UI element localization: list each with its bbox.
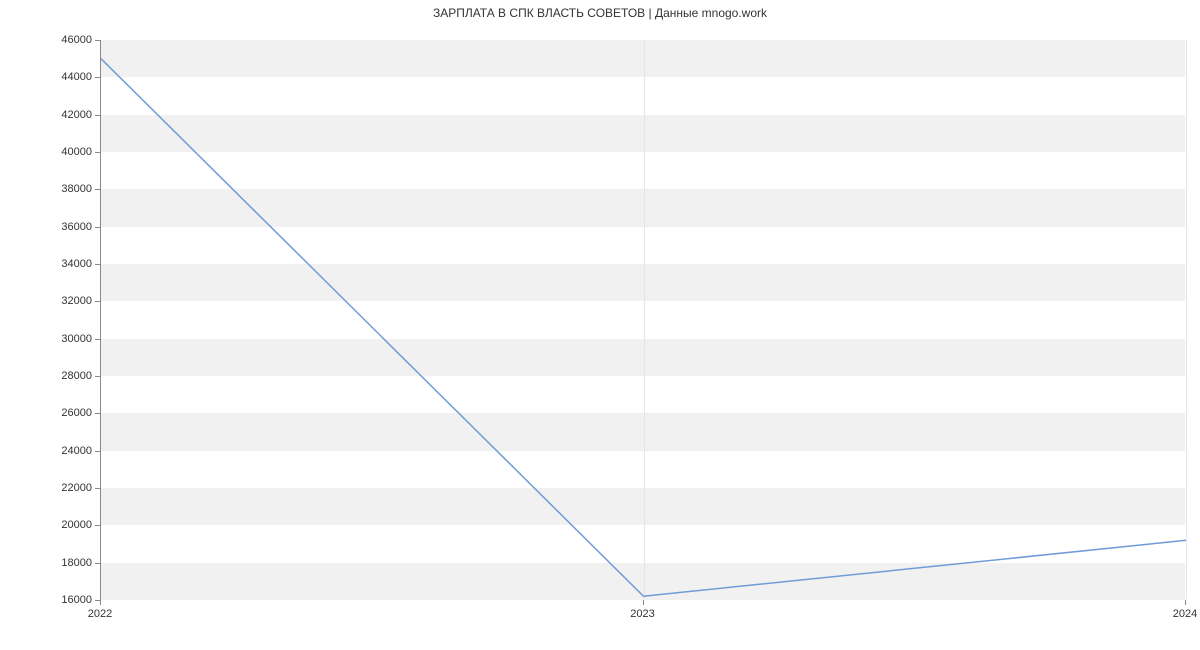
y-tick-label: 34000 bbox=[52, 258, 92, 270]
y-tick-label: 38000 bbox=[52, 183, 92, 195]
y-tick-mark bbox=[95, 152, 100, 153]
y-tick-mark bbox=[95, 525, 100, 526]
y-tick-label: 24000 bbox=[52, 445, 92, 457]
y-tick-mark bbox=[95, 189, 100, 190]
y-tick-mark bbox=[95, 413, 100, 414]
y-tick-mark bbox=[95, 77, 100, 78]
plot-area bbox=[100, 40, 1185, 600]
y-tick-label: 36000 bbox=[52, 221, 92, 233]
y-tick-mark bbox=[95, 563, 100, 564]
y-tick-label: 20000 bbox=[52, 519, 92, 531]
y-tick-label: 28000 bbox=[52, 370, 92, 382]
y-tick-label: 46000 bbox=[52, 34, 92, 46]
y-tick-mark bbox=[95, 376, 100, 377]
y-tick-mark bbox=[95, 488, 100, 489]
chart-container: ЗАРПЛАТА В СПК ВЛАСТЬ СОВЕТОВ | Данные m… bbox=[0, 0, 1200, 650]
line-series-svg bbox=[101, 40, 1186, 600]
y-tick-mark bbox=[95, 339, 100, 340]
y-tick-mark bbox=[95, 115, 100, 116]
y-tick-label: 42000 bbox=[52, 109, 92, 121]
series-line-salary bbox=[101, 59, 1186, 597]
y-tick-label: 22000 bbox=[52, 482, 92, 494]
y-tick-label: 32000 bbox=[52, 295, 92, 307]
x-tick-label: 2022 bbox=[88, 608, 112, 620]
y-tick-label: 16000 bbox=[52, 594, 92, 606]
y-tick-label: 30000 bbox=[52, 333, 92, 345]
y-tick-mark bbox=[95, 264, 100, 265]
y-tick-mark bbox=[95, 301, 100, 302]
y-tick-label: 26000 bbox=[52, 407, 92, 419]
y-tick-label: 44000 bbox=[52, 71, 92, 83]
y-tick-label: 40000 bbox=[52, 146, 92, 158]
y-tick-mark bbox=[95, 40, 100, 41]
y-tick-mark bbox=[95, 451, 100, 452]
x-tick-mark bbox=[100, 600, 101, 605]
x-grid-line bbox=[1186, 40, 1187, 599]
x-tick-mark bbox=[643, 600, 644, 605]
y-tick-label: 18000 bbox=[52, 557, 92, 569]
y-tick-mark bbox=[95, 227, 100, 228]
x-tick-label: 2024 bbox=[1173, 608, 1197, 620]
x-tick-label: 2023 bbox=[630, 608, 654, 620]
x-tick-mark bbox=[1185, 600, 1186, 605]
chart-title: ЗАРПЛАТА В СПК ВЛАСТЬ СОВЕТОВ | Данные m… bbox=[0, 6, 1200, 20]
